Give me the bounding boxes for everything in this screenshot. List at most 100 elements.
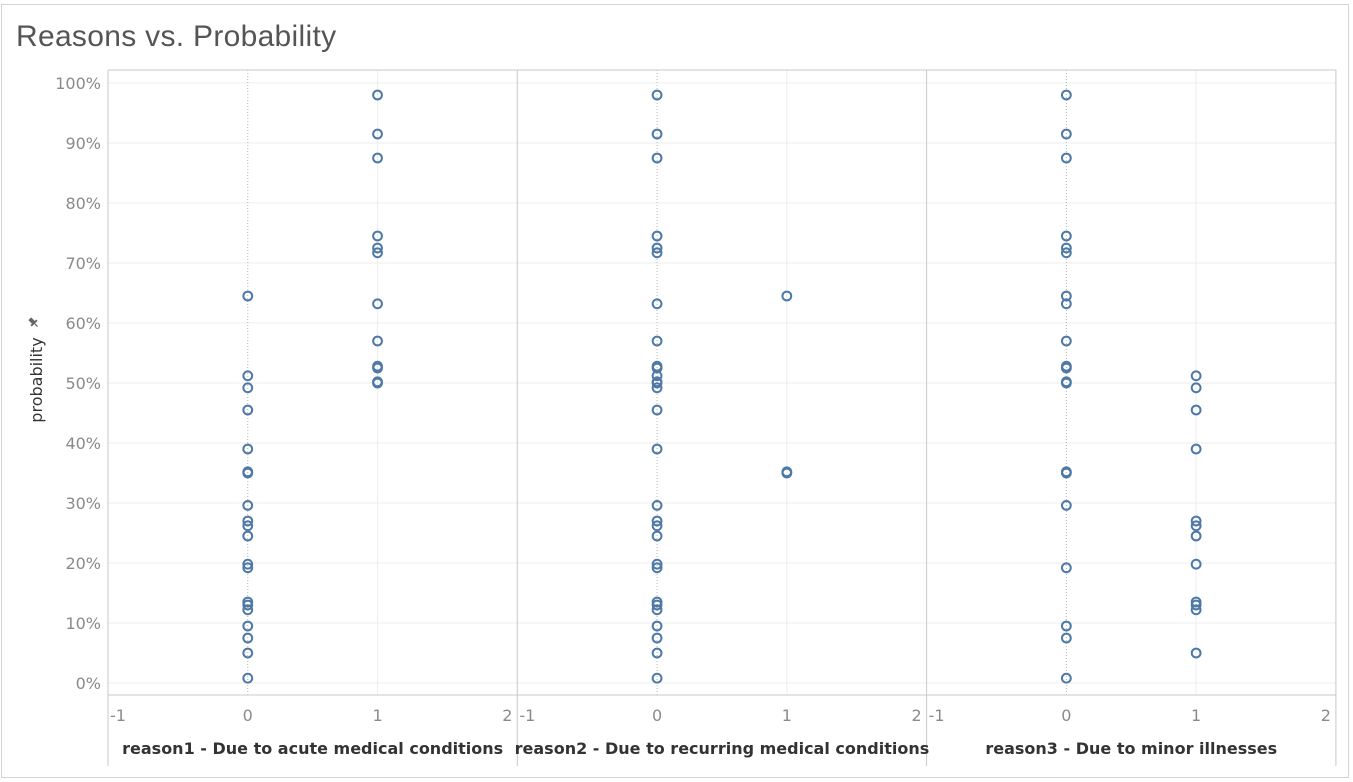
data-point[interactable] (242, 632, 254, 644)
data-point[interactable] (651, 128, 663, 140)
data-point[interactable] (242, 620, 254, 632)
data-point[interactable] (651, 89, 663, 101)
data-point[interactable] (651, 298, 663, 310)
data-point[interactable] (242, 443, 254, 455)
data-point[interactable] (1060, 89, 1072, 101)
data-point[interactable] (242, 404, 254, 416)
data-point[interactable] (651, 515, 663, 527)
data-point[interactable] (372, 247, 383, 259)
data-point[interactable] (651, 382, 663, 394)
data-point[interactable] (651, 672, 663, 684)
y-tick-label: 100% (55, 74, 101, 93)
x-tick-label: 0 (652, 706, 662, 725)
data-point[interactable] (1060, 335, 1072, 347)
data-point[interactable] (1060, 242, 1072, 254)
data-point[interactable] (242, 520, 254, 532)
data-point[interactable] (1060, 632, 1072, 644)
data-point[interactable] (242, 562, 254, 574)
data-point[interactable] (1060, 230, 1072, 242)
data-point[interactable] (651, 500, 663, 511)
data-point[interactable] (651, 647, 663, 659)
data-point[interactable] (651, 247, 663, 259)
data-point[interactable] (651, 377, 663, 389)
data-point[interactable] (1060, 377, 1072, 389)
data-point[interactable] (651, 620, 663, 632)
data-point[interactable] (242, 382, 254, 394)
data-point[interactable] (651, 230, 663, 242)
data-point[interactable] (242, 370, 254, 382)
data-point[interactable] (1190, 370, 1202, 382)
data-point[interactable] (372, 152, 383, 164)
data-point[interactable] (372, 362, 383, 374)
y-axis-title: probability (27, 337, 46, 422)
data-point[interactable] (651, 558, 663, 570)
data-point[interactable] (242, 604, 254, 616)
data-point[interactable] (1060, 500, 1072, 511)
data-point[interactable] (651, 604, 663, 616)
data-point[interactable] (242, 290, 254, 302)
data-point[interactable] (1190, 443, 1202, 455)
data-point[interactable] (372, 298, 383, 310)
data-point[interactable] (1190, 604, 1202, 616)
x-tick-label: -1 (519, 706, 535, 725)
data-point[interactable] (242, 500, 254, 511)
data-point[interactable] (1190, 558, 1202, 570)
data-point[interactable] (372, 230, 383, 242)
data-point[interactable] (651, 530, 663, 542)
data-point[interactable] (651, 362, 663, 374)
data-point[interactable] (242, 558, 254, 570)
y-tick-label: 40% (65, 434, 101, 453)
data-point[interactable] (1060, 152, 1072, 164)
data-point[interactable] (242, 530, 254, 542)
data-point[interactable] (1060, 467, 1072, 479)
data-point[interactable] (1060, 290, 1072, 302)
x-tick-label: -1 (110, 706, 126, 725)
data-point[interactable] (651, 404, 663, 416)
x-tick-label: 1 (782, 706, 792, 725)
data-point[interactable] (242, 672, 254, 684)
chart-frame (1, 4, 1349, 778)
data-point[interactable] (1060, 620, 1072, 632)
data-point[interactable] (651, 443, 663, 455)
x-tick-label: 1 (372, 706, 382, 725)
data-point[interactable] (372, 128, 383, 140)
mark-layer (242, 89, 1202, 684)
data-point[interactable] (1190, 382, 1202, 394)
data-point[interactable] (1190, 515, 1202, 527)
data-point[interactable] (1190, 404, 1202, 416)
panel-label: reason1 - Due to acute medical condition… (122, 739, 503, 758)
data-point[interactable] (1060, 562, 1072, 574)
data-point[interactable] (1190, 530, 1202, 542)
data-point[interactable] (651, 599, 663, 611)
data-point[interactable] (372, 377, 383, 389)
y-tick-label: 90% (65, 134, 101, 153)
data-point[interactable] (651, 335, 663, 347)
data-point[interactable] (372, 89, 383, 101)
x-tick-label: 1 (1191, 706, 1201, 725)
data-point[interactable] (242, 647, 254, 659)
data-point[interactable] (242, 599, 254, 611)
data-point[interactable] (372, 242, 383, 254)
data-point[interactable] (242, 515, 254, 527)
x-tick-label: 0 (243, 706, 253, 725)
data-point[interactable] (651, 562, 663, 574)
y-tick-label: 10% (65, 614, 101, 633)
y-tick-label: 0% (76, 674, 101, 693)
data-point[interactable] (651, 242, 663, 254)
data-point[interactable] (372, 335, 383, 347)
data-point[interactable] (651, 370, 663, 382)
data-point[interactable] (1190, 647, 1202, 659)
data-point[interactable] (651, 152, 663, 164)
data-point[interactable] (1190, 520, 1202, 532)
data-point[interactable] (651, 520, 663, 532)
data-point[interactable] (1060, 362, 1072, 374)
data-point[interactable] (1060, 247, 1072, 259)
data-point[interactable] (242, 467, 254, 479)
data-point[interactable] (1060, 128, 1072, 140)
data-point[interactable] (781, 467, 793, 479)
data-point[interactable] (781, 290, 793, 302)
data-point[interactable] (1060, 298, 1072, 310)
data-point[interactable] (651, 632, 663, 644)
data-point[interactable] (1190, 599, 1202, 611)
data-point[interactable] (1060, 672, 1072, 684)
